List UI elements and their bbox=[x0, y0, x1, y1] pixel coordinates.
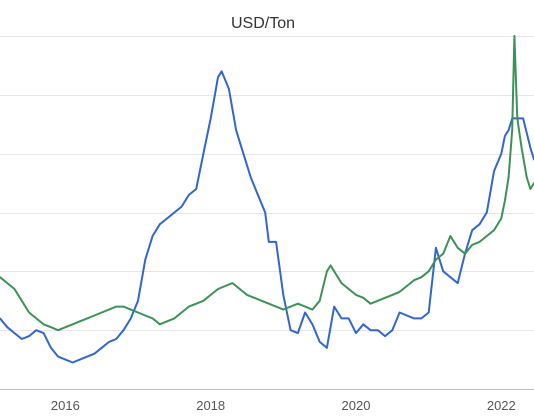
x-tick-label: 2018 bbox=[196, 398, 225, 413]
series-line-2 bbox=[0, 35, 534, 332]
gridlines bbox=[0, 36, 534, 331]
x-tick-label: 2020 bbox=[342, 398, 371, 413]
chart-title: USD/Ton bbox=[231, 15, 295, 32]
series-layer bbox=[0, 35, 534, 364]
x-tick-label: 2016 bbox=[51, 398, 80, 413]
series-line-1 bbox=[0, 70, 534, 364]
x-axis-ticks: 2016 2018 2020 2022 bbox=[51, 398, 516, 413]
x-tick-label: 2022 bbox=[487, 398, 516, 413]
